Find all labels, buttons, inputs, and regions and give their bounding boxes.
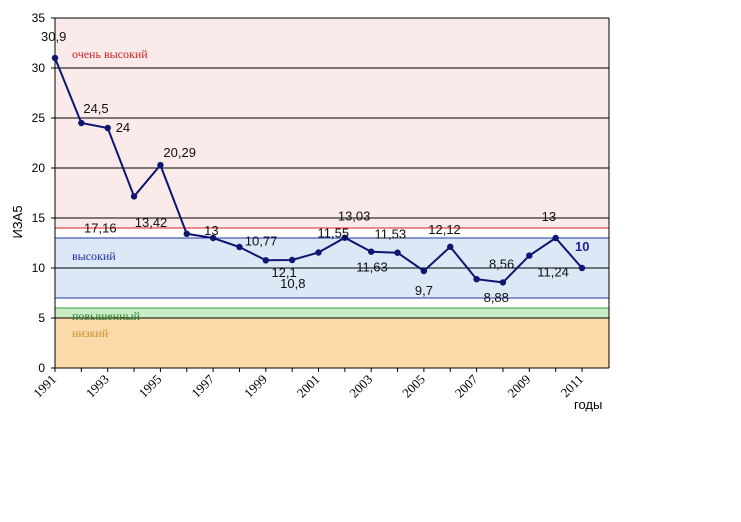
zone-label-2: повышенный bbox=[72, 309, 141, 323]
x-tick-label-1993: 1993 bbox=[83, 372, 112, 401]
x-tick-labels: 1991 1993 1995 1997 1999 2001 2003 2005 2007 2009… bbox=[30, 371, 586, 400]
data-point-2006 bbox=[447, 243, 454, 250]
data-point-2005 bbox=[420, 267, 428, 275]
data-label-1999: 10,77 bbox=[245, 233, 278, 248]
data-label-2002: 13,03 bbox=[338, 209, 371, 224]
data-label-1996: 13,42 bbox=[135, 215, 168, 230]
data-label-2003: 11,63 bbox=[356, 260, 388, 275]
data-point-2007 bbox=[473, 276, 480, 283]
data-label-1992: 24,5 bbox=[83, 101, 108, 116]
y-tick-label-30: 30 bbox=[32, 61, 46, 75]
data-point-2011 bbox=[578, 264, 586, 272]
data-label-2005: 9,7 bbox=[415, 283, 433, 298]
zone-label-3: низкий bbox=[72, 326, 109, 340]
y-tick-label-35: 35 bbox=[32, 11, 46, 25]
data-label-2011: 10 bbox=[575, 239, 589, 254]
data-point-2001 bbox=[315, 249, 322, 256]
data-label-2001: 11,55 bbox=[318, 226, 350, 241]
data-label-2008: 8,56 bbox=[489, 256, 514, 271]
data-label-2007: 8,88 bbox=[484, 290, 509, 305]
data-point-1996 bbox=[183, 230, 190, 237]
data-point-2003 bbox=[368, 248, 375, 255]
data-point-1991 bbox=[51, 54, 59, 62]
x-tick-label-2001: 2001 bbox=[294, 372, 323, 401]
x-axis-title: годы bbox=[574, 397, 602, 412]
data-point-2002 bbox=[341, 234, 349, 241]
x-tick-label-1995: 1995 bbox=[136, 372, 165, 401]
data-point-2004 bbox=[394, 249, 401, 256]
y-tick-label-15: 15 bbox=[32, 211, 46, 225]
x-tick-label-2007: 2007 bbox=[452, 371, 481, 400]
y-tick-labels: 0 5 10 15 20 25 30 35 bbox=[32, 11, 46, 375]
x-tick-label-2003: 2003 bbox=[346, 372, 375, 401]
zone-label-0: очень высокий bbox=[72, 47, 148, 61]
zone-labels: очень высокий высокий повышенный низкий bbox=[72, 47, 148, 340]
data-label-2010: 13 bbox=[542, 209, 556, 224]
data-point-2000 bbox=[288, 256, 296, 264]
data-point-1993 bbox=[104, 124, 111, 132]
data-label-1995: 20,29 bbox=[163, 145, 196, 160]
y-tick-label-0: 0 bbox=[38, 361, 45, 375]
x-tick-label-2011: 2011 bbox=[557, 372, 586, 401]
zone-label-1: высокий bbox=[72, 249, 116, 263]
data-point-1992 bbox=[78, 119, 85, 127]
y-axis-title: ИЗА5 bbox=[10, 205, 25, 238]
x-tick-label-1991: 1991 bbox=[30, 372, 59, 401]
data-point-2008 bbox=[499, 279, 507, 286]
y-tick-label-10: 10 bbox=[32, 261, 46, 275]
data-label-2009: 11,24 bbox=[537, 265, 569, 280]
y-tick-label-20: 20 bbox=[32, 161, 46, 175]
data-label-1994: 17,16 bbox=[84, 220, 117, 235]
data-label-2000: 10,8 bbox=[280, 276, 305, 291]
data-point-1998 bbox=[236, 243, 243, 251]
axes bbox=[51, 17, 610, 372]
data-point-2009 bbox=[526, 252, 533, 259]
x-tick-label-1999: 1999 bbox=[241, 372, 270, 401]
data-points bbox=[51, 54, 586, 286]
data-point-1995 bbox=[157, 161, 164, 169]
zone-band-2 bbox=[55, 308, 609, 318]
y-tick-label-5: 5 bbox=[38, 311, 45, 325]
data-point-1994 bbox=[130, 193, 138, 200]
zone-band-3 bbox=[55, 318, 609, 368]
data-point-2010 bbox=[552, 234, 559, 242]
data-label-1991: 30,9 bbox=[41, 29, 66, 44]
data-label-2006: 12,12 bbox=[428, 222, 461, 237]
x-tick-label-2009: 2009 bbox=[504, 372, 533, 401]
data-labels: 30,9 24,5 24 17,16 20,29 13,42 13 12,1 10,77 10,8… bbox=[41, 29, 589, 305]
data-label-1998: 12,1 bbox=[271, 265, 296, 280]
x-tick-label-1997: 1997 bbox=[188, 371, 217, 400]
data-label-2004: 11,53 bbox=[375, 227, 407, 242]
data-point-1999 bbox=[262, 257, 269, 264]
y-tick-label-25: 25 bbox=[32, 111, 46, 125]
data-label-1993: 24 bbox=[116, 120, 130, 135]
data-label-1997: 13 bbox=[204, 223, 218, 238]
zone-band-0 bbox=[55, 18, 609, 228]
data-point-1997 bbox=[209, 234, 217, 242]
x-tick-label-2005: 2005 bbox=[399, 372, 428, 401]
